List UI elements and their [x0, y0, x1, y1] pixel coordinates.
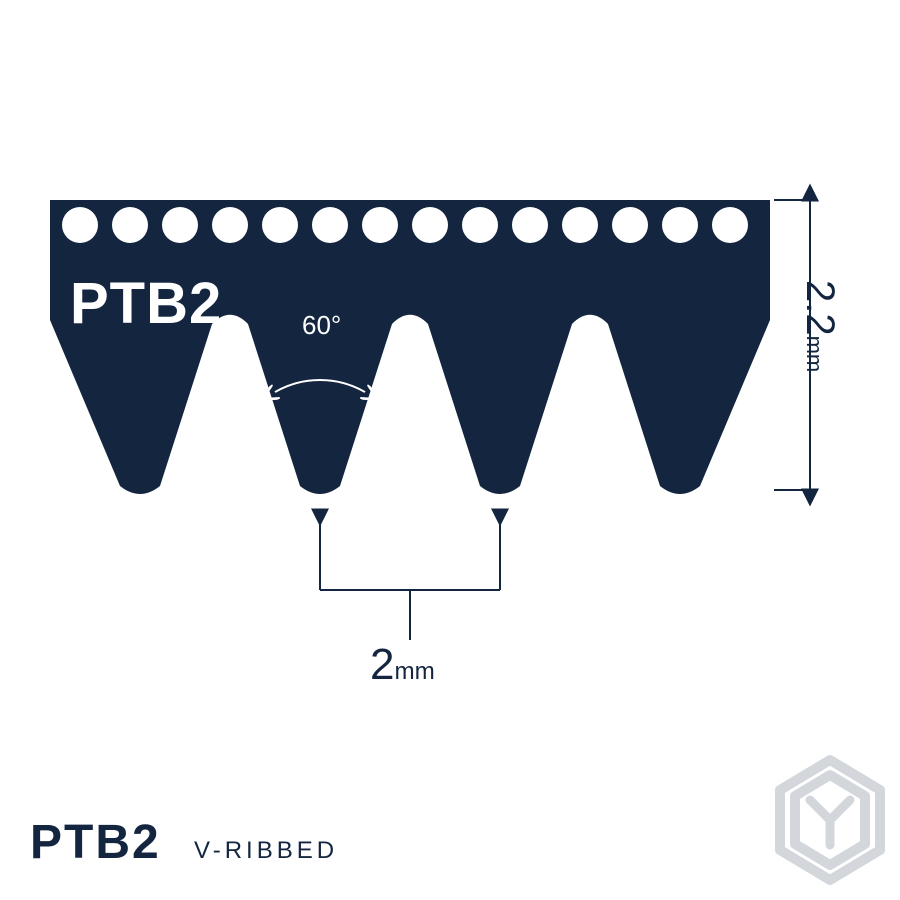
pitch-dimension-label: 2mm — [370, 640, 435, 690]
height-unit: mm — [802, 336, 827, 373]
belt-profile — [50, 200, 770, 494]
footer-label: PTB2 V-RIBBED — [30, 815, 338, 870]
height-value: 2.2 — [798, 280, 842, 336]
pitch-value: 2 — [370, 640, 394, 689]
pitch-unit: mm — [394, 658, 434, 685]
model-label: PTB2 — [70, 270, 222, 337]
pitch-dimension — [320, 510, 500, 640]
footer-model-text: PTB2 — [30, 816, 161, 869]
height-dimension-label: 2.2mm — [798, 280, 842, 372]
diagram-svg — [0, 0, 900, 900]
angle-label: 60° — [302, 310, 341, 341]
footer-type-text: V-RIBBED — [194, 837, 338, 864]
watermark-logo — [780, 760, 880, 880]
